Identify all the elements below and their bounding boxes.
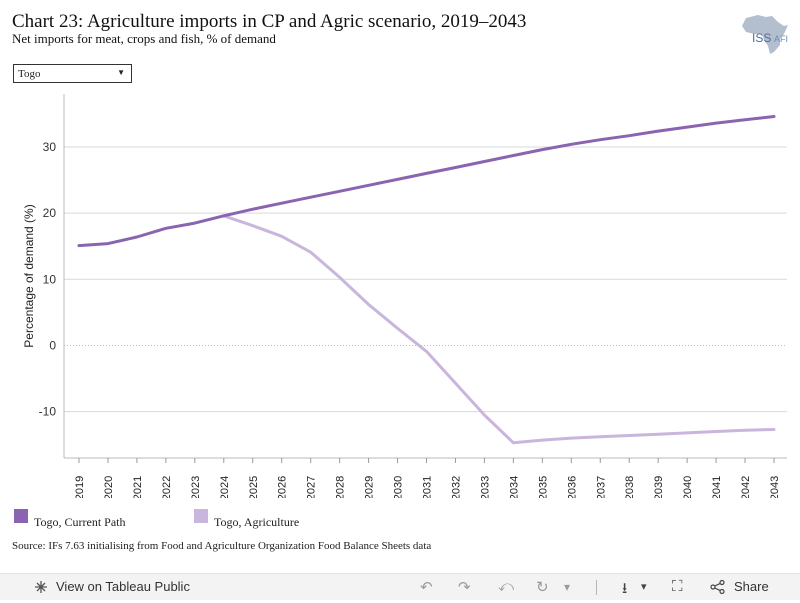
x-tick-label: 2023 <box>190 476 202 498</box>
x-tick-label: 2043 <box>769 476 781 498</box>
series-line-agriculture <box>222 214 776 445</box>
tableau-logo-icon <box>35 580 47 593</box>
x-tick-label: 2021 <box>132 476 144 498</box>
x-tick-label: 2026 <box>277 476 289 498</box>
logo-suffix: AFI <box>774 34 788 44</box>
share-label: Share <box>734 579 769 594</box>
x-tick-label: 2036 <box>566 476 578 498</box>
legend-label-current-path: Togo, Current Path <box>34 515 126 529</box>
x-tick-label: 2033 <box>479 476 491 498</box>
x-tick-label: 2039 <box>653 476 665 498</box>
chart-subtitle: Net imports for meat, crops and fish, % … <box>12 31 276 46</box>
x-tick-label: 2035 <box>537 476 549 498</box>
x-tick-label: 2029 <box>364 476 376 498</box>
share-icon <box>710 579 725 594</box>
view-on-tableau-label: View on Tableau Public <box>56 579 190 594</box>
share-button[interactable]: Share <box>710 579 769 594</box>
chevron-down-icon: ▼ <box>117 68 125 77</box>
country-filter-value: Togo <box>18 68 41 80</box>
country-filter-dropdown[interactable]: Togo ▼ <box>13 64 132 83</box>
download-caret-icon[interactable]: ▾ <box>641 581 647 593</box>
legend: Togo, Current Path Togo, Agriculture <box>0 509 800 529</box>
revert-icon[interactable]: ⤺ <box>498 578 515 595</box>
y-tick-label: 20 <box>43 206 57 220</box>
x-tick-label: 2019 <box>74 476 86 498</box>
fullscreen-icon[interactable]: ⛶ <box>672 578 683 595</box>
undo-icon[interactable]: ↶ <box>420 579 433 596</box>
y-tick-label: 10 <box>43 272 57 286</box>
x-tick-label: 2040 <box>682 476 694 498</box>
y-tick-label: 0 <box>49 338 56 352</box>
legend-swatch-agriculture <box>194 509 208 523</box>
x-tick-label: 2022 <box>161 476 173 498</box>
view-on-tableau-button[interactable]: View on Tableau Public <box>34 579 190 594</box>
x-tick-label: 2030 <box>393 476 405 498</box>
legend-swatch-current-path <box>14 509 28 523</box>
x-tick-label: 2028 <box>335 476 347 498</box>
x-tick-label: 2024 <box>219 476 231 498</box>
iss-africa-logo: ISS AFI <box>742 15 788 54</box>
y-tick-label: -10 <box>39 405 57 419</box>
toolbar-divider <box>596 580 597 595</box>
y-tick-label: 30 <box>43 140 57 154</box>
legend-item-current-path[interactable]: Togo, Current Path <box>14 509 125 530</box>
legend-label-agriculture: Togo, Agriculture <box>214 515 300 529</box>
x-tick-label: 2038 <box>624 476 636 498</box>
y-axis-label: Percentage of demand (%) <box>22 204 36 347</box>
chart-title: Chart 23: Agriculture imports in CP and … <box>12 11 527 32</box>
x-tick-label: 2020 <box>103 476 115 498</box>
x-tick-label: 2042 <box>740 476 752 498</box>
redo-icon[interactable]: ↷ <box>458 579 471 596</box>
x-tick-label: 2041 <box>711 476 723 498</box>
x-tick-label: 2034 <box>508 476 520 498</box>
x-tick-label: 2025 <box>248 476 260 498</box>
refresh-icon[interactable]: ↻ <box>536 579 549 596</box>
pause-dropdown-icon[interactable]: ▾ <box>564 580 571 594</box>
legend-item-agriculture[interactable]: Togo, Agriculture <box>194 509 299 530</box>
grid-layer <box>64 146 787 413</box>
series-layer <box>77 115 776 445</box>
download-icon[interactable]: ⭳ <box>622 580 628 597</box>
source-note: Source: IFs 7.63 initialising from Food … <box>12 540 432 552</box>
series-line-current-path <box>77 115 776 248</box>
x-tick-label: 2037 <box>595 476 607 498</box>
x-tick-label: 2031 <box>422 476 434 498</box>
logo-text: ISS <box>752 31 771 45</box>
x-tick-label: 2027 <box>306 476 318 498</box>
tableau-toolbar: View on Tableau Public ↶ ↷ ⤺ ↻ ▾ ⭳ ▾ ⛶ S… <box>0 573 800 600</box>
x-tick-label: 2032 <box>450 476 462 498</box>
